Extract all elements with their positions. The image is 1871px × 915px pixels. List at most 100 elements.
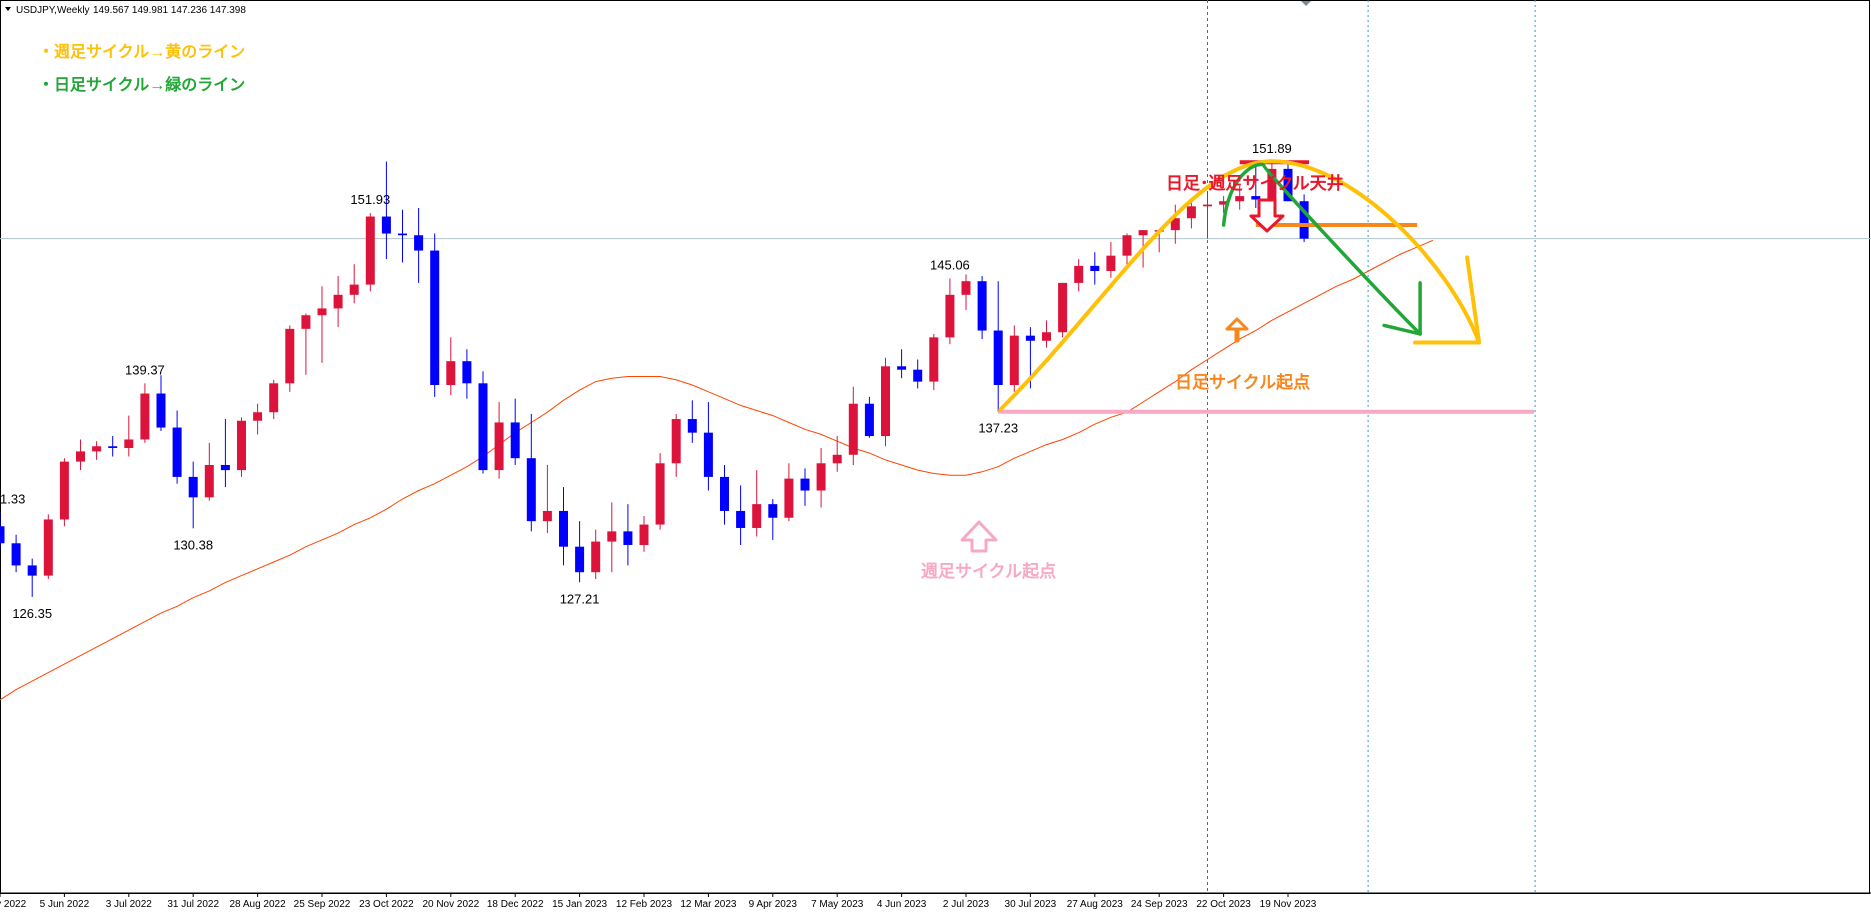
candle-body: [575, 546, 585, 573]
candle: [92, 441, 102, 460]
ma-line: [0, 239, 1434, 701]
candle: [864, 396, 874, 438]
x-axis-ticks: 8 May 2022 5 Jun 2022 3 Jul 2022 31 Jul 202…: [0, 893, 1317, 910]
candle-body: [1025, 335, 1035, 341]
candle: [398, 209, 407, 263]
candle: [542, 464, 552, 534]
cycle-drawings: [998, 159, 1482, 412]
candle: [237, 417, 246, 477]
x-tick-label: 4 Jun 2023: [877, 899, 927, 910]
candle-body: [929, 337, 939, 382]
menu-triangle-icon[interactable]: [5, 7, 11, 11]
candle-body: [1186, 206, 1196, 219]
candle-body: [381, 216, 391, 234]
candle: [317, 286, 327, 363]
annotations: 日足･週足サイクル天井 日足サイクル起点 週足サイクル起点: [921, 173, 1344, 581]
candle-body: [559, 510, 568, 547]
candle-body: [0, 526, 5, 544]
candle-body: [800, 478, 810, 491]
candle-body: [156, 393, 166, 428]
candle: [913, 359, 923, 389]
candle-body: [1058, 282, 1068, 333]
plot-frame: [0, 0, 1870, 894]
x-tick-label: 30 Jul 2023: [1005, 899, 1057, 910]
up-arrow-icon: [1225, 317, 1249, 343]
x-tick-label: 31 Jul 2022: [167, 899, 219, 910]
candle: [1009, 325, 1019, 392]
candle-body: [269, 383, 279, 413]
guide-lines: [0, 0, 1871, 893]
candle: [1219, 196, 1229, 214]
candles: [0, 161, 1309, 597]
weekly-cycle-arrowhead: [1413, 255, 1482, 345]
candle-body: [1235, 196, 1245, 202]
candle-body: [897, 366, 907, 370]
candle-body: [430, 250, 440, 386]
candle-body: [59, 461, 69, 520]
candle-body: [1042, 332, 1051, 341]
candle-body: [301, 315, 311, 329]
candle: [832, 436, 842, 472]
candle-body: [526, 458, 536, 522]
candle: [768, 499, 778, 540]
candle: [881, 357, 890, 447]
candle: [510, 398, 520, 465]
candle-body: [1122, 235, 1132, 256]
candle-body: [478, 383, 488, 471]
candle: [156, 375, 166, 431]
candle-body: [92, 446, 102, 452]
candle: [220, 419, 230, 488]
x-tick-label: 5 Jun 2022: [40, 899, 90, 910]
price-label: 151.89: [1252, 141, 1292, 156]
candle-body: [1170, 218, 1180, 231]
candle-body: [542, 510, 552, 522]
candle: [559, 487, 568, 566]
candle: [977, 276, 987, 340]
daily-cycle-arrowhead: [1382, 281, 1422, 336]
candle: [11, 534, 21, 573]
candle: [961, 274, 971, 311]
candle: [1122, 233, 1132, 268]
candle-body: [365, 216, 375, 285]
candle-body: [1251, 196, 1261, 200]
candle: [945, 278, 955, 345]
x-tick-label: 9 Apr 2023: [749, 899, 798, 910]
candle: [59, 458, 69, 527]
candle-body: [349, 284, 359, 295]
candle: [1042, 320, 1051, 348]
moving-average: [0, 239, 1434, 701]
candle: [27, 558, 37, 597]
header: USDJPY,Weekly 149.567 149.981 147.236 14…: [5, 1, 1311, 16]
candle: [1299, 194, 1309, 243]
candle-body: [462, 361, 472, 384]
candle-body: [591, 541, 601, 573]
candle: [591, 529, 601, 580]
shift-marker-icon[interactable]: [1301, 1, 1311, 6]
candle-body: [961, 281, 971, 295]
candle: [446, 337, 456, 396]
x-tick-label: 27 Aug 2023: [1067, 899, 1124, 910]
price-label: 1.33: [0, 492, 25, 507]
candle: [172, 410, 182, 484]
candle-body: [1299, 201, 1309, 239]
candle: [639, 516, 649, 552]
candle: [430, 233, 440, 397]
candle: [108, 436, 118, 457]
candle: [784, 463, 794, 522]
candle: [687, 400, 697, 443]
x-tick-label: 20 Nov 2022: [422, 899, 479, 910]
x-tick-label: 3 Jul 2022: [106, 899, 153, 910]
candle: [462, 349, 472, 399]
candle: [494, 402, 504, 479]
candle: [1235, 185, 1245, 210]
candle-body: [671, 419, 681, 464]
candle-body: [687, 419, 697, 433]
candle: [526, 413, 536, 532]
candle-body: [1074, 265, 1084, 283]
candle: [1186, 199, 1196, 229]
candle: [993, 281, 1003, 412]
candle-body: [993, 330, 1003, 386]
candle: [848, 386, 858, 465]
candle-body: [639, 524, 649, 545]
